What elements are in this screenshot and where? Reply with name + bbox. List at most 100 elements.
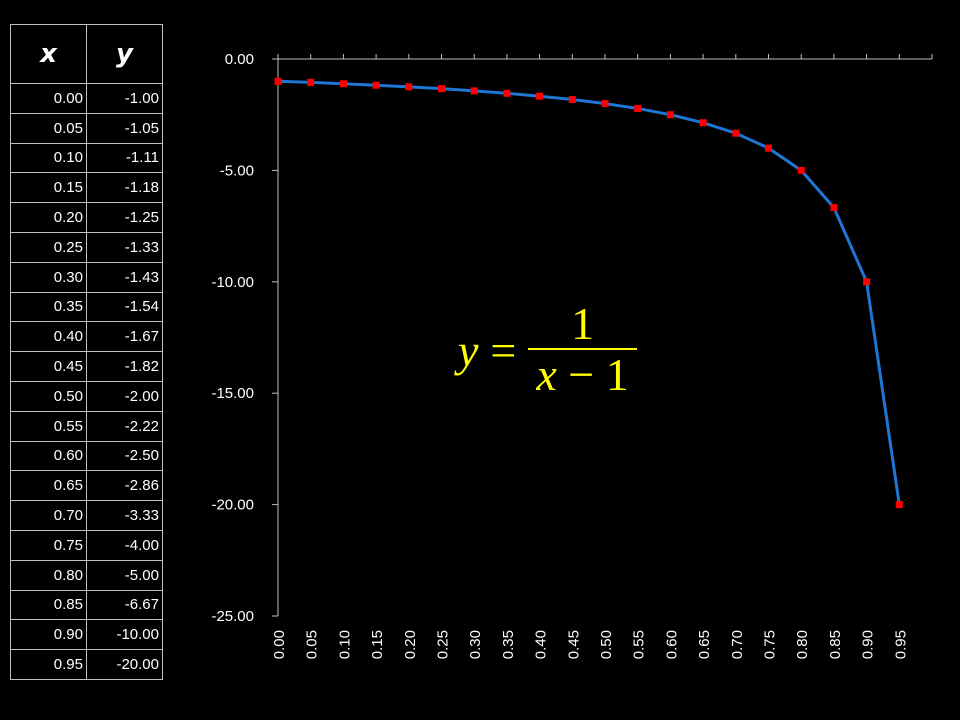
x-tick-label: 0.70 (729, 630, 746, 659)
table-cell-x: 0.00 (10, 83, 87, 114)
x-tick-label: 0.60 (663, 630, 680, 659)
table-row: 0.35 -1.54 (10, 291, 163, 323)
table-row: 0.80 -5.00 (10, 559, 163, 591)
y-tick-label: -15.00 (211, 385, 254, 402)
x-tick-label: 0.65 (696, 630, 713, 659)
equation-denominator: x − 1 (528, 348, 637, 400)
x-tick-label: 0.15 (369, 630, 386, 659)
x-tick-label: 0.00 (271, 630, 288, 659)
equation: y = 1 x − 1 (458, 300, 637, 400)
data-point (274, 77, 282, 85)
equation-equals: = (490, 324, 517, 376)
table-row: 0.75 -4.00 (10, 529, 163, 561)
table-row: 0.15 -1.18 (10, 172, 163, 204)
table-cell-y: -1.00 (86, 83, 163, 114)
data-point (895, 501, 903, 509)
table-cell-y: -20.00 (86, 649, 163, 680)
table-cell-x: 0.60 (10, 440, 87, 472)
header-y: y (86, 24, 163, 84)
table-cell-x: 0.50 (10, 380, 87, 412)
equation-fraction: 1 x − 1 (528, 298, 637, 400)
table-row: 0.50 -2.00 (10, 380, 163, 412)
table-row: 0.95 -20.00 (10, 649, 163, 680)
table-cell-x: 0.45 (10, 351, 87, 382)
table-row: 0.55 -2.22 (10, 410, 163, 442)
table-cell-y: -5.00 (86, 559, 163, 591)
table-cell-x: 0.15 (10, 172, 87, 204)
x-tick-label: 0.20 (402, 630, 419, 659)
data-point (339, 80, 347, 88)
table-cell-y: -1.82 (86, 351, 163, 382)
table-cell-y: -4.00 (86, 529, 163, 561)
table-cell-x: 0.30 (10, 261, 87, 293)
equation-numerator: 1 (571, 298, 595, 349)
table-cell-y: -2.50 (86, 440, 163, 472)
data-point (307, 78, 315, 86)
table-row: 0.10 -1.11 (10, 142, 163, 174)
table-header-row: x y (10, 24, 163, 84)
table-cell-x: 0.20 (10, 202, 87, 233)
table-cell-y: -1.18 (86, 172, 163, 204)
table-cell-x: 0.25 (10, 231, 87, 263)
table-cell-x: 0.55 (10, 410, 87, 442)
data-point (470, 87, 478, 95)
equation-denominator-var: x (536, 349, 557, 400)
line-chart: 0.00 -5.00 -10.00 -15.00 -20.00 -25.00 0.00 0.0… (211, 51, 933, 659)
data-point (536, 92, 544, 100)
table-cell-x: 0.05 (10, 112, 87, 144)
x-tick-label: 0.55 (631, 630, 648, 659)
x-tick-label: 0.45 (565, 630, 582, 659)
table-row: 0.05 -1.05 (10, 112, 163, 144)
table-cell-y: -1.33 (86, 231, 163, 263)
table-cell-y: -1.54 (86, 291, 163, 323)
y-tick-label: 0.00 (225, 51, 254, 68)
table-cell-x: 0.35 (10, 291, 87, 323)
data-point (797, 166, 805, 174)
table-cell-x: 0.90 (10, 619, 87, 651)
data-point (405, 83, 413, 91)
x-tick-label: 0.25 (435, 630, 452, 659)
table-cell-x: 0.70 (10, 500, 87, 531)
x-tick-label: 0.75 (762, 630, 779, 659)
x-tick-label: 0.80 (794, 630, 811, 659)
table-cell-y: -2.86 (86, 470, 163, 502)
table-cell-y: -1.25 (86, 202, 163, 233)
table-row: 0.40 -1.67 (10, 321, 163, 353)
x-tick-label: 0.30 (467, 630, 484, 659)
x-tick-label: 0.05 (304, 630, 321, 659)
table-cell-x: 0.75 (10, 529, 87, 561)
table-cell-y: -1.43 (86, 261, 163, 293)
table-cell-y: -2.22 (86, 410, 163, 442)
table-row: 0.65 -2.86 (10, 470, 163, 502)
y-tick-label: -10.00 (211, 274, 254, 291)
x-tick-label: 0.35 (500, 630, 517, 659)
data-point (830, 204, 838, 212)
data-point (438, 85, 445, 93)
y-tick-label: -5.00 (220, 162, 254, 179)
table-cell-y: -1.05 (86, 112, 163, 144)
table-cell-x: 0.80 (10, 559, 87, 591)
table-cell-y: -2.00 (86, 380, 163, 412)
data-point (372, 81, 380, 89)
series-line (277, 79, 901, 505)
data-point (666, 111, 674, 119)
data-point (503, 89, 511, 97)
x-tick-label: 0.40 (533, 630, 550, 659)
x-tick-label: 0.95 (892, 630, 909, 659)
table-row: 0.30 -1.43 (10, 261, 163, 293)
table-cell-y: -3.33 (86, 500, 163, 531)
data-table: x y 0.00 -1.00 0.05 -1.05 0.10 -1.11 0.15 -1.18… (10, 24, 163, 680)
table-row: 0.00 -1.00 (10, 83, 163, 114)
equation-lhs: y (458, 324, 479, 376)
x-tick-label: 0.85 (827, 630, 844, 659)
y-tick-label: -20.00 (211, 497, 254, 514)
table-row: 0.85 -6.67 (10, 589, 163, 621)
table-cell-y: -1.11 (86, 142, 163, 174)
table-row: 0.70 -3.33 (10, 500, 163, 531)
table-row: 0.45 -1.82 (10, 351, 163, 382)
table-row: 0.60 -2.50 (10, 440, 163, 472)
header-x: x (10, 24, 87, 84)
table-row: 0.90 -10.00 (10, 619, 163, 651)
table-body: 0.00 -1.00 0.05 -1.05 0.10 -1.11 0.15 -1.18 0.20… (10, 83, 163, 680)
y-tick-label: -25.00 (211, 608, 254, 625)
